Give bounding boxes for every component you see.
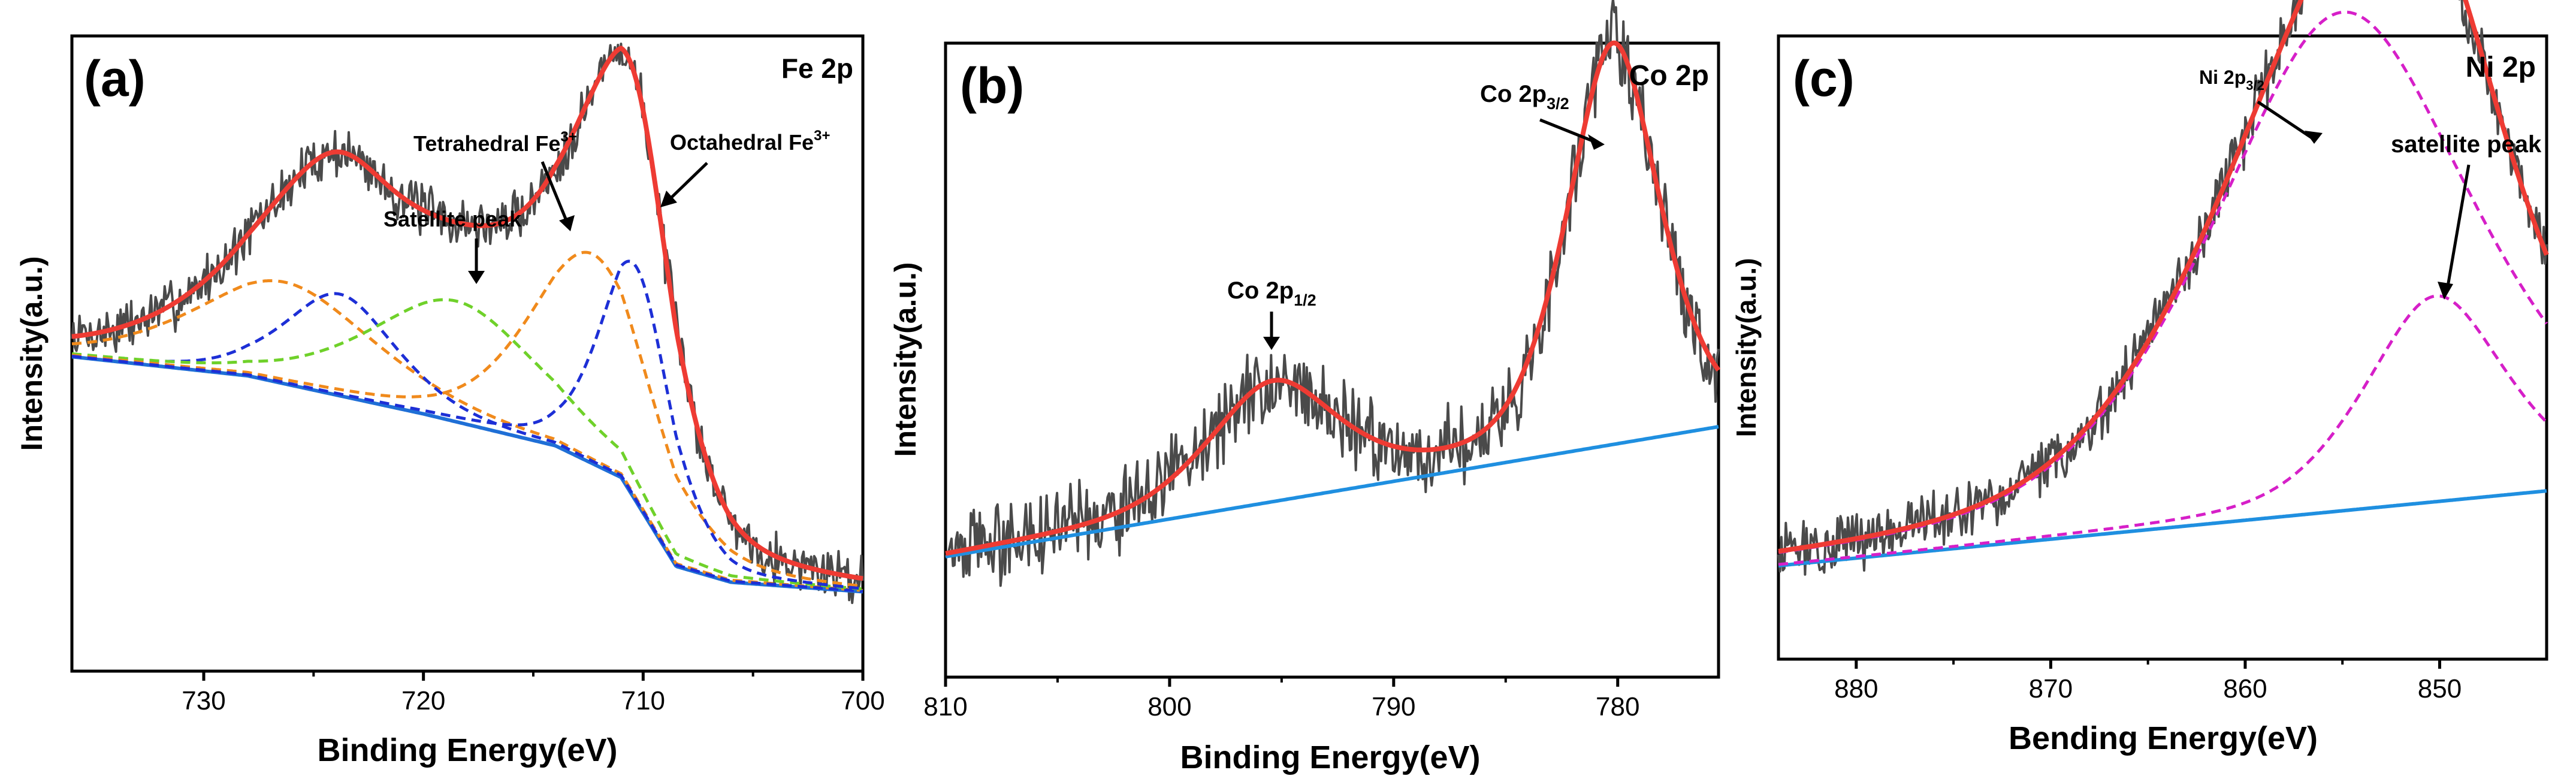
x-tick-label: 870 <box>2029 674 2073 704</box>
component-peak-5 <box>71 259 863 590</box>
raw-spectrum-line <box>944 0 1720 587</box>
x-tick-label: 860 <box>2223 674 2267 704</box>
component-peak-1 <box>71 279 863 592</box>
panel-b-arrowhead-co2p32 <box>1588 134 1605 150</box>
panel-c-annotation-satellite: satellite peak <box>2391 131 2542 158</box>
panel-a-xlabel: Binding Energy(eV) <box>317 732 617 768</box>
panel-a-plot-area <box>71 43 864 605</box>
panel-c-arrow-satellite <box>2446 164 2471 287</box>
panel-a-ylabel: Intensity(a.u.) <box>15 256 49 451</box>
panel-b-ylabel: Intensity(a.u.) <box>889 262 922 457</box>
panel-c-x-ticks: 880 870 860 850 <box>1834 659 2462 704</box>
x-tick-label: 780 <box>1596 692 1639 721</box>
x-tick-label: 850 <box>2418 674 2462 704</box>
x-tick-label: 800 <box>1147 692 1191 721</box>
background-line <box>1778 489 2547 567</box>
panel-c-arrowhead-ni2p32 <box>2305 131 2323 144</box>
panel-a-arrowhead-octahedral <box>660 191 677 207</box>
panel-a-x-ticks: 730 720 710 700 <box>182 671 885 715</box>
panel-b-xlabel: Binding Energy(eV) <box>1180 739 1480 775</box>
panel-b-plot-area <box>944 0 1721 587</box>
panel-a-arrowhead-satellite <box>468 271 485 284</box>
background-line <box>945 425 1719 558</box>
fit-envelope-line <box>71 46 864 581</box>
panel-a-arrow-octahedral <box>670 162 708 199</box>
x-tick-label: 710 <box>621 686 665 715</box>
raw-spectrum-line <box>71 43 864 605</box>
panel-b: 810 800 790 780 (b) Co 2p Binding Energy(eV… <box>889 0 1721 775</box>
background-line <box>71 355 863 594</box>
panel-b-frame <box>944 41 1720 679</box>
panel-c-plot-area <box>1777 0 2549 576</box>
x-tick-label: 880 <box>1834 674 1878 704</box>
panel-b-annotation-co2p12: Co 2p1/2 <box>1227 277 1316 309</box>
panel-a-annotation-tetrahedral: Tetrahedral Fe3+ <box>413 129 577 156</box>
component-peak-4 <box>71 250 863 588</box>
panel-b-annotation-co2p32: Co 2p3/2 <box>1480 81 1569 113</box>
panel-a-label: (a) <box>84 50 146 107</box>
panel-c-xlabel: Bending Energy(eV) <box>2009 720 2318 756</box>
component-peak-2 <box>1778 294 2548 566</box>
panel-c-ylabel: Intensity(a.u.) <box>1731 258 1762 437</box>
x-tick-label: 700 <box>841 686 884 715</box>
panel-b-label: (b) <box>960 58 1024 114</box>
panel-b-arrowhead-co2p12 <box>1263 337 1280 350</box>
panel-c-frame <box>1777 34 2548 661</box>
panel-c-label: (c) <box>1793 50 1855 107</box>
panel-a-arrow-tetrahedral <box>540 161 569 222</box>
panel-a-element-title: Fe 2p <box>781 53 853 84</box>
x-tick-label: 810 <box>923 692 967 721</box>
panel-a-annotation-satellite: Satellite peak <box>383 207 522 231</box>
panel-b-x-ticks: 810 800 790 780 <box>923 677 1639 721</box>
panel-c: 880 870 860 850 (c) Ni 2p Bending Energy(eV… <box>1731 0 2549 756</box>
panel-a-annotation-octahedral: Octahedral Fe3+ <box>670 128 830 155</box>
x-tick-label: 730 <box>182 686 225 715</box>
raw-spectrum-line <box>1777 0 2548 576</box>
x-tick-label: 720 <box>401 686 445 715</box>
panel-c-arrow-ni2p32 <box>2257 100 2313 140</box>
panel-a-frame <box>70 34 865 673</box>
fit-envelope-line <box>1777 0 2549 554</box>
component-peak-2 <box>71 292 863 593</box>
panel-b-arrow-co2p32 <box>1539 118 1594 143</box>
panel-b-element-title: Co 2p <box>1629 60 1709 92</box>
component-peak-3 <box>71 298 863 591</box>
panel-c-annotation-ni2p32: Ni 2p3/2 <box>2199 67 2264 93</box>
panel-c-arrowhead-satellite <box>2438 282 2453 300</box>
panel-a: 730 720 710 700 (a) Fe 2p Binding Energy(eV… <box>15 34 885 768</box>
x-tick-label: 790 <box>1372 692 1415 721</box>
fit-envelope-line <box>944 40 1721 556</box>
panel-a-arrowhead-tetrahedral <box>559 215 575 231</box>
component-peak-1 <box>1778 10 2548 554</box>
panel-c-element-title: Ni 2p <box>2466 52 2536 83</box>
